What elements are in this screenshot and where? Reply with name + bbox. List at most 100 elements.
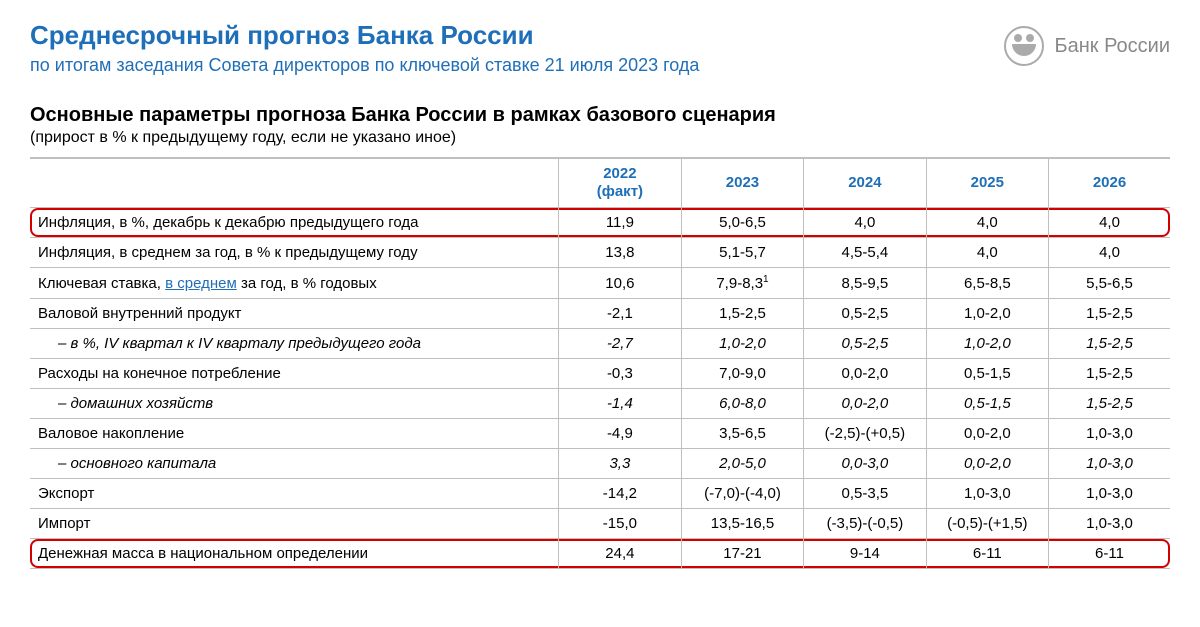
- row-label: Валовой внутренний продукт: [30, 299, 558, 329]
- cell-value: 13,5-16,5: [681, 509, 803, 539]
- cell-value: 6-11: [1049, 539, 1170, 569]
- table-header-empty: [30, 158, 558, 208]
- cell-value: 3,3: [558, 449, 681, 479]
- bank-logo: Банк России: [1004, 20, 1170, 66]
- section-title: Основные параметры прогноза Банка России…: [30, 104, 1170, 127]
- cell-value: 13,8: [558, 238, 681, 268]
- table-header-cell: 2024: [804, 158, 926, 208]
- cell-value: 6,5-8,5: [926, 268, 1048, 299]
- cell-value: -0,3: [558, 359, 681, 389]
- cell-value: 7,9-8,31: [681, 268, 803, 299]
- row-label: Денежная масса в национальном определени…: [30, 539, 558, 569]
- cell-value: 8,5-9,5: [804, 268, 926, 299]
- cell-value: 1,5-2,5: [1049, 299, 1170, 329]
- cell-value: 3,5-6,5: [681, 419, 803, 449]
- cell-value: 17-21: [681, 539, 803, 569]
- cell-value: 4,0: [804, 208, 926, 238]
- row-label: Импорт: [30, 509, 558, 539]
- title-block: Среднесрочный прогноз Банка России по ит…: [30, 20, 1004, 94]
- row-label: Экспорт: [30, 479, 558, 509]
- cell-value: -2,1: [558, 299, 681, 329]
- table-header-row: 2022(факт)2023202420252026: [30, 158, 1170, 208]
- row-label: Инфляция, в среднем за год, в % к предыд…: [30, 238, 558, 268]
- cell-value: 0,5-1,5: [926, 359, 1048, 389]
- cell-value: -15,0: [558, 509, 681, 539]
- row-label: Валовое накопление: [30, 419, 558, 449]
- cell-value: (-2,5)-(+0,5): [804, 419, 926, 449]
- cell-value: 6,0-8,0: [681, 389, 803, 419]
- cell-value: 11,9: [558, 208, 681, 238]
- cell-value: 0,0-2,0: [804, 389, 926, 419]
- avg-link[interactable]: в среднем: [165, 275, 237, 292]
- cell-value: (-0,5)-(+1,5): [926, 509, 1048, 539]
- cell-value: -4,9: [558, 419, 681, 449]
- table-row: Инфляция, в среднем за год, в % к предыд…: [30, 238, 1170, 268]
- cell-value: 1,5-2,5: [1049, 359, 1170, 389]
- cell-value: 7,0-9,0: [681, 359, 803, 389]
- table-header-cell: 2025: [926, 158, 1048, 208]
- table-row: Расходы на конечное потребление-0,37,0-9…: [30, 359, 1170, 389]
- logo-text: Банк России: [1054, 35, 1170, 58]
- cell-value: 1,0-3,0: [1049, 479, 1170, 509]
- cell-value: 9-14: [804, 539, 926, 569]
- section-note: (прирост в % к предыдущему году, если не…: [30, 129, 1170, 147]
- table-row: Денежная масса в национальном определени…: [30, 539, 1170, 569]
- cell-value: 2,0-5,0: [681, 449, 803, 479]
- cell-value: 0,5-2,5: [804, 329, 926, 359]
- cell-value: 4,5-5,4: [804, 238, 926, 268]
- cell-value: 1,0-3,0: [1049, 509, 1170, 539]
- row-label: – основного капитала: [30, 449, 558, 479]
- row-label: Расходы на конечное потребление: [30, 359, 558, 389]
- header: Среднесрочный прогноз Банка России по ит…: [30, 20, 1170, 94]
- cell-value: 10,6: [558, 268, 681, 299]
- page-subtitle: по итогам заседания Совета директоров по…: [30, 55, 1004, 76]
- row-label: – в %, IV квартал к IV кварталу предыдущ…: [30, 329, 558, 359]
- cell-value: 1,0-3,0: [1049, 449, 1170, 479]
- table-row: Ключевая ставка, в среднем за год, в % г…: [30, 268, 1170, 299]
- row-label: Инфляция, в %, декабрь к декабрю предыду…: [30, 208, 558, 238]
- cell-value: 0,5-2,5: [804, 299, 926, 329]
- cell-value: 0,0-2,0: [926, 419, 1048, 449]
- cell-value: 1,0-3,0: [1049, 419, 1170, 449]
- page-title: Среднесрочный прогноз Банка России: [30, 20, 1004, 51]
- cell-value: 1,0-3,0: [926, 479, 1048, 509]
- table-header-cell: 2026: [1049, 158, 1170, 208]
- cell-value: -1,4: [558, 389, 681, 419]
- table-row: – основного капитала3,32,0-5,00,0-3,00,0…: [30, 449, 1170, 479]
- cell-value: 24,4: [558, 539, 681, 569]
- cell-value: 1,5-2,5: [1049, 389, 1170, 419]
- table-row: – домашних хозяйств-1,46,0-8,00,0-2,00,5…: [30, 389, 1170, 419]
- cell-value: 4,0: [926, 238, 1048, 268]
- table-row: Импорт-15,013,5-16,5(-3,5)-(-0,5)(-0,5)-…: [30, 509, 1170, 539]
- cell-value: (-3,5)-(-0,5): [804, 509, 926, 539]
- cell-value: 0,5-1,5: [926, 389, 1048, 419]
- cell-value: 1,0-2,0: [681, 329, 803, 359]
- cell-value: 4,0: [1049, 238, 1170, 268]
- cell-value: 4,0: [926, 208, 1048, 238]
- table-row: Валовой внутренний продукт-2,11,5-2,50,5…: [30, 299, 1170, 329]
- cell-value: (-7,0)-(-4,0): [681, 479, 803, 509]
- row-label: – домашних хозяйств: [30, 389, 558, 419]
- table-header-cell: 2022(факт): [558, 158, 681, 208]
- cell-value: 1,0-2,0: [926, 329, 1048, 359]
- cell-value: 0,0-2,0: [804, 359, 926, 389]
- cell-value: -2,7: [558, 329, 681, 359]
- cell-value: 1,5-2,5: [1049, 329, 1170, 359]
- row-label: Ключевая ставка, в среднем за год, в % г…: [30, 268, 558, 299]
- cell-value: 4,0: [1049, 208, 1170, 238]
- cell-value: -14,2: [558, 479, 681, 509]
- table-row: Экспорт-14,2(-7,0)-(-4,0)0,5-3,51,0-3,01…: [30, 479, 1170, 509]
- cell-value: 1,0-2,0: [926, 299, 1048, 329]
- cell-value: 5,1-5,7: [681, 238, 803, 268]
- table-header-cell: 2023: [681, 158, 803, 208]
- eagle-emblem-icon: [1004, 26, 1044, 66]
- cell-value: 6-11: [926, 539, 1048, 569]
- cell-value: 0,0-3,0: [804, 449, 926, 479]
- cell-value: 0,0-2,0: [926, 449, 1048, 479]
- cell-value: 1,5-2,5: [681, 299, 803, 329]
- table-row: – в %, IV квартал к IV кварталу предыдущ…: [30, 329, 1170, 359]
- cell-value: 5,5-6,5: [1049, 268, 1170, 299]
- cell-value: 5,0-6,5: [681, 208, 803, 238]
- table-row: Инфляция, в %, декабрь к декабрю предыду…: [30, 208, 1170, 238]
- cell-value: 0,5-3,5: [804, 479, 926, 509]
